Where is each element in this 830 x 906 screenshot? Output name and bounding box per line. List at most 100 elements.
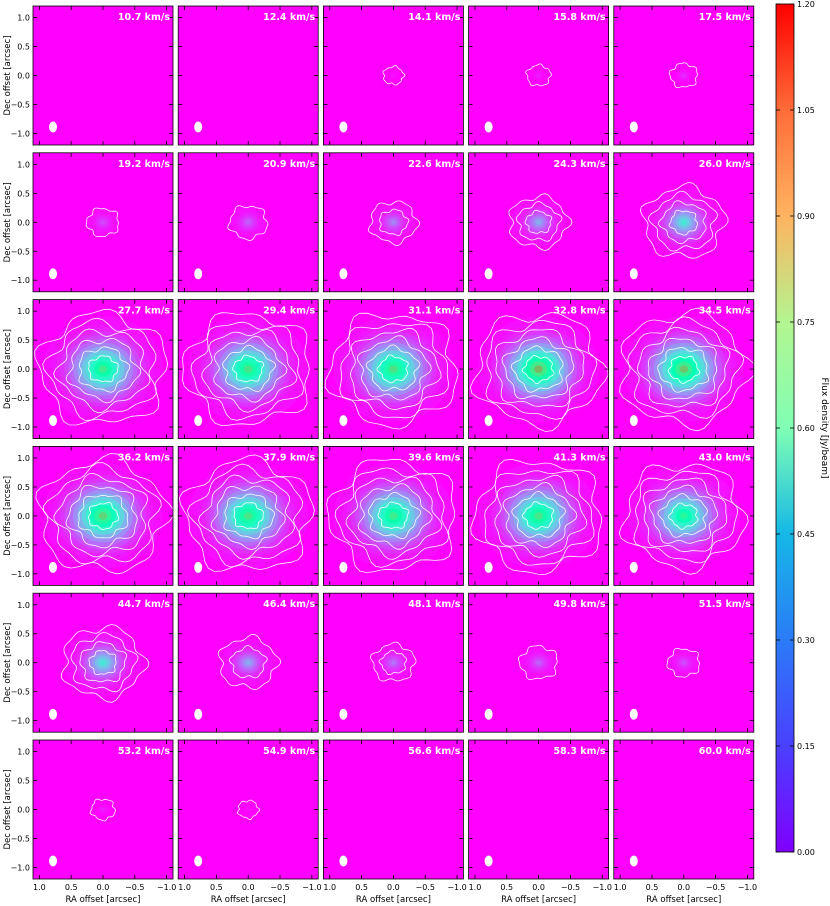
y-tick-label: 0.0: [17, 218, 30, 227]
y-axis-label: Dec offset [arcsec]: [3, 769, 13, 849]
contour-line: [657, 347, 710, 393]
beam-ellipse: [629, 855, 638, 867]
contour-line: [79, 641, 127, 683]
y-tick-label: 0.5: [17, 336, 30, 345]
velocity-label: 31.1 km/s: [408, 306, 460, 317]
y-tick-label: 0.5: [17, 43, 30, 52]
colorbar-label: Flux density [Jy/beam]: [819, 378, 829, 479]
y-tick-label: 1.0: [17, 748, 30, 757]
contour-line: [89, 798, 117, 822]
velocity-label: 46.4 km/s: [263, 599, 315, 610]
contour-line: [382, 65, 406, 86]
contour-line: [233, 502, 264, 530]
contour-line: [378, 649, 408, 676]
contour-line: [232, 354, 265, 383]
y-tick-label: 0.5: [17, 189, 30, 198]
contour-line: [65, 338, 142, 404]
y-axis-label: Dec offset [arcsec]: [3, 182, 13, 262]
y-tick-label: 1.0: [17, 307, 30, 316]
contour-line: [647, 338, 718, 400]
beam-ellipse: [194, 708, 203, 720]
emission-level: [247, 808, 249, 811]
panel-background: [468, 740, 609, 879]
emission-level: [100, 660, 106, 666]
contour-line: [43, 462, 162, 565]
velocity-label: 43.0 km/s: [699, 452, 751, 463]
velocity-label: 36.2 km/s: [118, 452, 170, 463]
contour-line: [217, 634, 282, 691]
contour-line: [70, 632, 139, 693]
contour-line: [210, 485, 286, 551]
y-tick-label: −1.0: [11, 276, 30, 285]
beam-ellipse: [339, 415, 348, 427]
beam-ellipse: [484, 855, 493, 867]
beam-ellipse: [49, 855, 57, 867]
panel-background: [178, 6, 319, 145]
beam-ellipse: [629, 708, 638, 720]
y-tick-label: 1.0: [17, 454, 30, 463]
contour-line: [657, 493, 708, 538]
emission-level: [243, 365, 253, 373]
colorbar-tick-label: 0.75: [797, 318, 815, 327]
contour-line: [525, 63, 552, 87]
x-tick-label: −0.5: [415, 883, 434, 892]
channel-panel: 46.4 km/s: [177, 592, 319, 733]
beam-ellipse: [629, 415, 638, 427]
contour-line: [357, 335, 432, 401]
contour-line: [627, 316, 745, 419]
beam-ellipse: [484, 561, 493, 573]
contour-line: [350, 328, 442, 410]
emission-level: [391, 661, 395, 664]
contour-line: [642, 477, 728, 553]
panel-background: [323, 740, 464, 879]
contour-line: [521, 355, 555, 385]
velocity-label: 39.6 km/s: [408, 452, 460, 463]
channel-panel: 24.3 km/s: [468, 152, 610, 293]
channel-panel: 27.7 km/s 1.0 0.5 0.0 −0.5 −1.0 Dec offset [ar…: [3, 299, 174, 440]
beam-ellipse: [194, 121, 203, 133]
contour-line: [77, 494, 129, 539]
y-axis-label: Dec offset [arcsec]: [3, 623, 13, 703]
channel-panel: 31.1 km/s: [322, 299, 464, 440]
emission-level: [243, 512, 253, 520]
beam-ellipse: [49, 121, 57, 133]
contour-line: [377, 501, 410, 529]
channel-panel: 56.6 km/s 1.0 0.5 0.0 −0.5 −1.0 RA offset [arc…: [322, 739, 467, 905]
contour-line: [178, 454, 315, 572]
contour-line: [485, 319, 598, 420]
velocity-label: 15.8 km/s: [554, 12, 606, 23]
x-tick-label: −0.5: [125, 883, 144, 892]
emission-level: [679, 365, 689, 373]
beam-ellipse: [629, 561, 638, 573]
velocity-label: 24.3 km/s: [554, 159, 606, 170]
y-axis-label: Dec offset [arcsec]: [3, 476, 13, 556]
velocity-label: 22.6 km/s: [408, 159, 460, 170]
velocity-label: 26.0 km/s: [699, 159, 751, 170]
channel-panel: 53.2 km/s 1.0 0.5 0.0 −0.5 −1.0 Dec offset [ar…: [3, 739, 176, 905]
contour-line: [495, 328, 585, 408]
colorbar-tick-label: 0.60: [797, 424, 815, 433]
contour-line: [511, 491, 567, 538]
velocity-label: 29.4 km/s: [263, 306, 315, 317]
velocity-label: 34.5 km/s: [699, 306, 751, 317]
colorbar-tick-label: 0.30: [797, 636, 815, 645]
y-tick-label: −1.0: [11, 423, 30, 432]
beam-ellipse: [194, 855, 203, 867]
contour-line: [88, 355, 119, 383]
y-tick-label: 0.5: [17, 630, 30, 639]
contour-line: [667, 355, 701, 384]
velocity-label: 19.2 km/s: [118, 159, 170, 170]
x-axis-label: RA offset [arcsec]: [646, 895, 721, 905]
channel-panel: 19.2 km/s 1.0 0.5 0.0 −0.5 −1.0 Dec offset [ar…: [3, 152, 174, 293]
channel-panel: 12.4 km/s: [177, 5, 319, 146]
contour-line: [376, 354, 409, 384]
x-axis-label: RA offset [arcsec]: [501, 895, 576, 905]
x-tick-label: 0.0: [387, 883, 400, 892]
y-tick-label: −0.5: [11, 688, 30, 697]
emission-level: [101, 221, 105, 224]
contour-line: [658, 200, 707, 245]
channel-panel: 32.8 km/s: [468, 299, 610, 440]
x-tick-label: −1.0: [738, 883, 757, 892]
channel-panel: 14.1 km/s: [322, 5, 464, 146]
emission-level: [392, 74, 395, 77]
